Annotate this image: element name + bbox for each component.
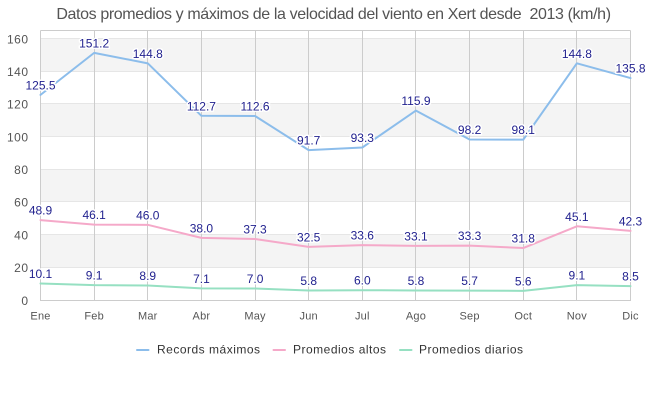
svg-text:Feb: Feb (84, 311, 104, 323)
svg-text:42.3: 42.3 (619, 214, 643, 228)
svg-text:100: 100 (7, 130, 29, 144)
svg-text:125.5: 125.5 (25, 78, 55, 92)
svg-text:Datos promedios y máximos de l: Datos promedios y máximos de la velocida… (56, 6, 610, 23)
svg-text:115.9: 115.9 (401, 94, 430, 108)
svg-text:135.8: 135.8 (615, 62, 645, 76)
svg-text:32.5: 32.5 (297, 230, 321, 244)
svg-text:8.9: 8.9 (139, 269, 156, 283)
svg-text:Ago: Ago (406, 311, 426, 323)
svg-text:Promedios altos: Promedios altos (293, 343, 387, 357)
svg-text:5.6: 5.6 (515, 274, 532, 288)
svg-text:38.0: 38.0 (190, 221, 214, 235)
svg-text:10.1: 10.1 (29, 267, 53, 281)
svg-text:8.5: 8.5 (622, 270, 639, 284)
svg-text:Mar: Mar (138, 311, 158, 323)
svg-text:144.8: 144.8 (562, 47, 592, 61)
svg-text:May: May (244, 311, 266, 323)
svg-text:91.7: 91.7 (297, 134, 321, 148)
svg-text:20: 20 (14, 261, 28, 275)
svg-text:98.2: 98.2 (458, 123, 482, 137)
svg-text:98.1: 98.1 (512, 123, 536, 137)
svg-text:Nov: Nov (567, 311, 587, 323)
svg-text:46.1: 46.1 (82, 208, 106, 222)
svg-text:9.1: 9.1 (86, 269, 103, 283)
svg-text:45.1: 45.1 (565, 210, 589, 224)
svg-text:112.6: 112.6 (240, 100, 269, 114)
svg-text:Ene: Ene (30, 311, 50, 323)
svg-text:0: 0 (21, 294, 28, 308)
svg-text:6.0: 6.0 (354, 274, 371, 288)
svg-text:Promedios diarios: Promedios diarios (419, 343, 524, 357)
svg-text:144.8: 144.8 (133, 47, 163, 61)
svg-text:80: 80 (14, 163, 28, 177)
svg-text:Records máximos: Records máximos (157, 343, 261, 357)
svg-text:33.6: 33.6 (351, 229, 375, 243)
svg-text:46.0: 46.0 (136, 208, 160, 222)
svg-text:120: 120 (7, 98, 29, 112)
svg-text:160: 160 (7, 32, 29, 46)
svg-text:7.0: 7.0 (247, 272, 264, 286)
svg-text:5.7: 5.7 (461, 274, 478, 288)
svg-text:48.9: 48.9 (29, 204, 53, 218)
svg-text:112.7: 112.7 (187, 99, 216, 113)
svg-text:9.1: 9.1 (569, 269, 586, 283)
svg-text:31.8: 31.8 (512, 232, 536, 246)
svg-text:151.2: 151.2 (79, 36, 109, 50)
svg-text:33.1: 33.1 (404, 229, 428, 243)
svg-text:Jul: Jul (355, 311, 370, 323)
svg-text:5.8: 5.8 (408, 274, 425, 288)
svg-text:Oct: Oct (514, 311, 532, 323)
svg-text:Jun: Jun (300, 311, 318, 323)
svg-text:37.3: 37.3 (243, 223, 267, 237)
svg-text:60: 60 (14, 196, 28, 210)
svg-text:93.3: 93.3 (351, 131, 375, 145)
svg-text:Abr: Abr (193, 311, 211, 323)
svg-text:Sep: Sep (459, 311, 479, 323)
svg-text:Dic: Dic (622, 311, 639, 323)
svg-text:5.8: 5.8 (300, 274, 317, 288)
svg-text:140: 140 (7, 65, 29, 79)
svg-text:40: 40 (14, 228, 28, 242)
svg-text:33.3: 33.3 (458, 229, 482, 243)
svg-text:7.1: 7.1 (193, 272, 210, 286)
